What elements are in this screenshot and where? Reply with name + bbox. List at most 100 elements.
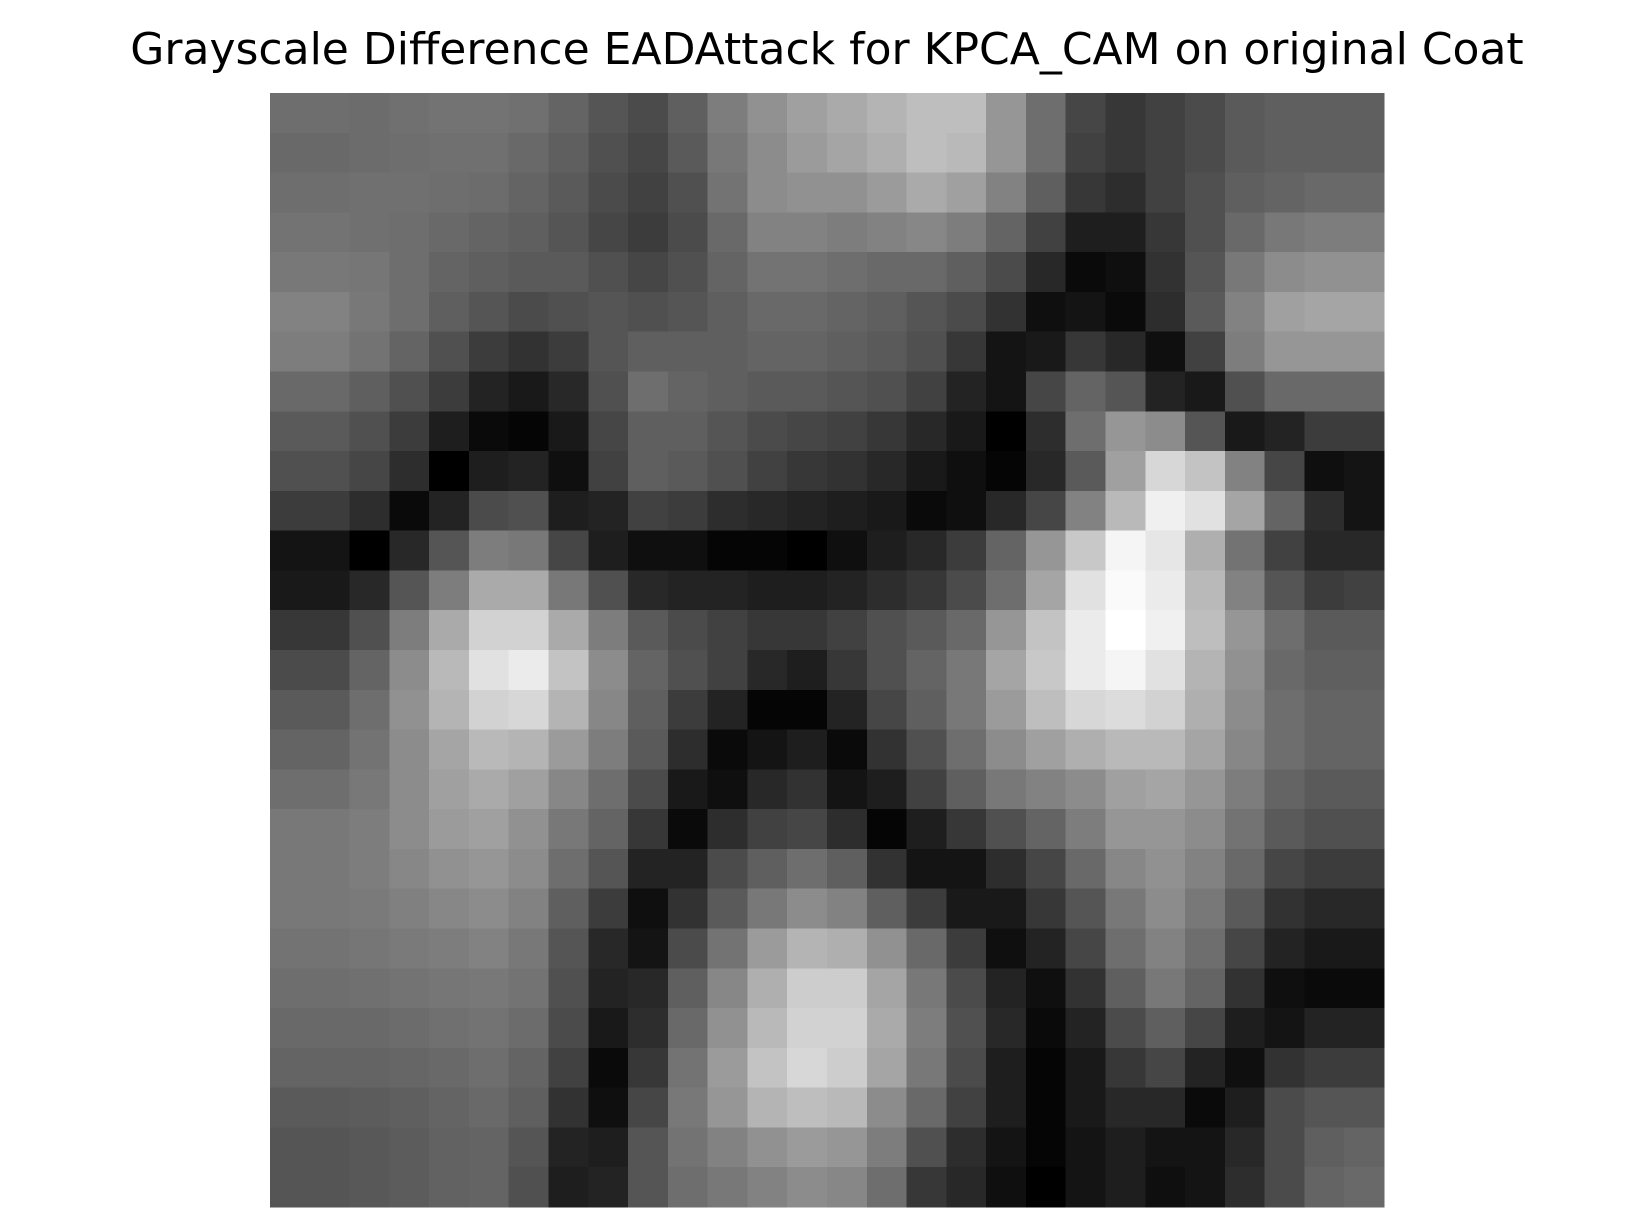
cell bbox=[628, 530, 669, 571]
cell bbox=[270, 888, 311, 929]
cell bbox=[349, 371, 390, 412]
cell bbox=[1264, 212, 1305, 253]
cell bbox=[1025, 291, 1067, 333]
cell bbox=[389, 252, 430, 293]
cell bbox=[508, 291, 549, 333]
cell bbox=[1025, 371, 1067, 412]
cell bbox=[1224, 252, 1266, 293]
cell bbox=[1105, 331, 1146, 372]
cell bbox=[1145, 1008, 1186, 1049]
cell bbox=[468, 212, 510, 253]
cell bbox=[468, 291, 510, 333]
cell bbox=[747, 132, 788, 174]
cell bbox=[986, 132, 1027, 174]
cell bbox=[1145, 809, 1186, 850]
cell bbox=[667, 650, 709, 691]
cell bbox=[707, 490, 748, 532]
cell bbox=[588, 1087, 629, 1128]
cell bbox=[1344, 490, 1385, 532]
cell bbox=[667, 809, 709, 850]
cell bbox=[1105, 968, 1146, 1009]
cell bbox=[827, 1047, 868, 1089]
cell bbox=[986, 610, 1027, 651]
cell bbox=[866, 1047, 908, 1089]
cell bbox=[906, 132, 947, 174]
cell bbox=[548, 371, 589, 412]
cell bbox=[1025, 331, 1067, 372]
cell bbox=[667, 1167, 709, 1208]
cell bbox=[1145, 331, 1186, 372]
cell bbox=[389, 1008, 430, 1049]
cell bbox=[866, 451, 908, 492]
cell bbox=[747, 1047, 788, 1089]
cell bbox=[1304, 212, 1345, 253]
cell bbox=[309, 1047, 351, 1089]
cell bbox=[1304, 928, 1345, 969]
cell bbox=[628, 371, 669, 412]
cell bbox=[946, 371, 987, 412]
cell bbox=[747, 212, 788, 253]
cell bbox=[1224, 1047, 1266, 1089]
cell bbox=[1224, 291, 1266, 333]
cell bbox=[389, 331, 430, 372]
cell bbox=[508, 689, 549, 731]
cell bbox=[508, 848, 549, 890]
cell bbox=[707, 1047, 748, 1089]
cell bbox=[1224, 1127, 1266, 1168]
cell bbox=[389, 1087, 430, 1128]
cell bbox=[1344, 530, 1385, 571]
cell bbox=[946, 650, 987, 691]
cell bbox=[429, 848, 470, 890]
cell bbox=[1344, 371, 1385, 412]
cell bbox=[309, 729, 351, 770]
cell bbox=[827, 570, 868, 611]
cell bbox=[1185, 132, 1226, 174]
cell bbox=[1025, 848, 1067, 890]
cell bbox=[667, 291, 709, 333]
cell bbox=[1025, 570, 1067, 611]
cell bbox=[747, 610, 788, 651]
cell bbox=[468, 1087, 510, 1128]
cell bbox=[667, 928, 709, 969]
cell bbox=[1185, 490, 1226, 532]
cell bbox=[628, 650, 669, 691]
cell bbox=[906, 650, 947, 691]
cell bbox=[1304, 1008, 1345, 1049]
cell bbox=[429, 411, 470, 452]
cell bbox=[707, 451, 748, 492]
cell bbox=[827, 1008, 868, 1049]
cell bbox=[429, 1167, 470, 1208]
cell bbox=[270, 1047, 311, 1089]
cell bbox=[389, 371, 430, 412]
cell bbox=[707, 809, 748, 850]
cell bbox=[1065, 1008, 1106, 1049]
cell bbox=[707, 371, 748, 412]
cell bbox=[1105, 1167, 1146, 1208]
cell bbox=[1344, 610, 1385, 651]
cell bbox=[1185, 93, 1226, 134]
cell bbox=[866, 570, 908, 611]
cell bbox=[548, 928, 589, 969]
cell bbox=[588, 252, 629, 293]
cell bbox=[787, 650, 828, 691]
cell bbox=[270, 490, 311, 532]
cell bbox=[1145, 1167, 1186, 1208]
cell bbox=[429, 650, 470, 691]
cell bbox=[1145, 530, 1186, 571]
cell bbox=[1264, 888, 1305, 929]
cell bbox=[827, 729, 868, 770]
cell bbox=[468, 490, 510, 532]
cell bbox=[270, 530, 311, 571]
cell bbox=[628, 93, 669, 134]
cell bbox=[389, 411, 430, 452]
cell bbox=[1304, 291, 1345, 333]
cell bbox=[986, 252, 1027, 293]
cell bbox=[1025, 411, 1067, 452]
cell bbox=[1105, 928, 1146, 969]
cell bbox=[548, 689, 589, 731]
cell bbox=[747, 252, 788, 293]
cell bbox=[309, 848, 351, 890]
cell bbox=[429, 729, 470, 770]
cell bbox=[1065, 1127, 1106, 1168]
cell bbox=[309, 968, 351, 1009]
